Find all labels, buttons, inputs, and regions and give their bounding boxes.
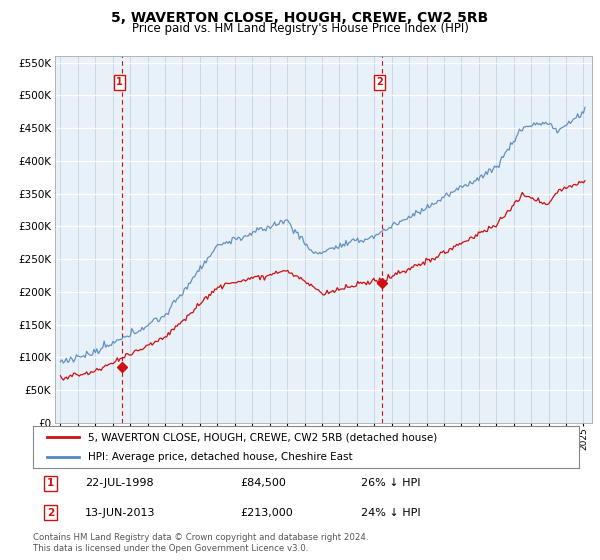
Text: 13-JUN-2013: 13-JUN-2013: [85, 508, 155, 518]
Text: HPI: Average price, detached house, Cheshire East: HPI: Average price, detached house, Ches…: [88, 452, 352, 462]
Text: 5, WAVERTON CLOSE, HOUGH, CREWE, CW2 5RB: 5, WAVERTON CLOSE, HOUGH, CREWE, CW2 5RB: [112, 11, 488, 25]
Text: £213,000: £213,000: [241, 508, 293, 518]
Text: 1: 1: [116, 77, 123, 87]
Text: 5, WAVERTON CLOSE, HOUGH, CREWE, CW2 5RB (detached house): 5, WAVERTON CLOSE, HOUGH, CREWE, CW2 5RB…: [88, 432, 437, 442]
Text: Price paid vs. HM Land Registry's House Price Index (HPI): Price paid vs. HM Land Registry's House …: [131, 22, 469, 35]
Text: £84,500: £84,500: [241, 478, 286, 488]
Text: 22-JUL-1998: 22-JUL-1998: [85, 478, 154, 488]
Text: Contains HM Land Registry data © Crown copyright and database right 2024.
This d: Contains HM Land Registry data © Crown c…: [33, 533, 368, 553]
Text: 26% ↓ HPI: 26% ↓ HPI: [361, 478, 420, 488]
Text: 1: 1: [47, 478, 54, 488]
Text: 2: 2: [47, 508, 54, 518]
Text: 24% ↓ HPI: 24% ↓ HPI: [361, 508, 420, 518]
Text: 2: 2: [376, 77, 383, 87]
